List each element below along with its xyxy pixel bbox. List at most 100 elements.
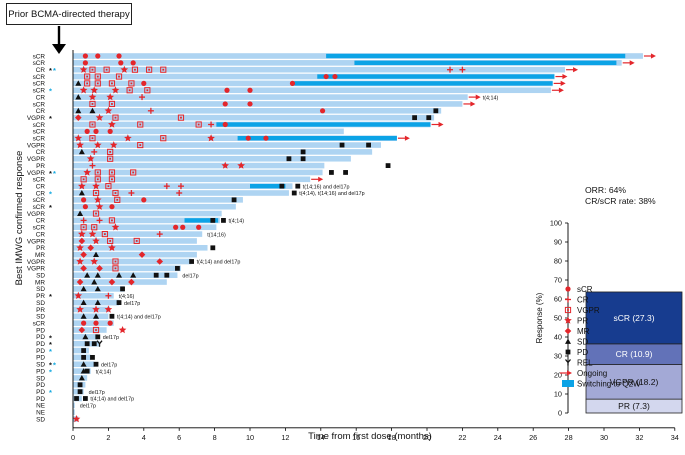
event-marker	[459, 66, 466, 73]
legend-label: Switching to Q2W	[577, 380, 641, 389]
event-marker	[91, 341, 97, 347]
event-marker	[93, 251, 100, 258]
event-marker	[138, 251, 146, 258]
bar-y-tick-label: 70	[554, 276, 562, 285]
treatment-bar	[73, 409, 75, 415]
patient-row: sCR *	[33, 202, 236, 212]
legend-item: Ongoing	[560, 369, 607, 378]
event-marker	[74, 291, 83, 299]
triangle-icon	[565, 338, 571, 344]
event-marker	[177, 183, 184, 190]
event-marker	[93, 361, 99, 367]
patient-row: VGPR	[27, 265, 181, 273]
bar-y-tick-label: 60	[554, 295, 562, 304]
event-marker	[222, 121, 228, 128]
patient-row: PD	[36, 326, 127, 334]
event-marker	[115, 73, 123, 80]
event-marker	[80, 217, 87, 224]
event-marker	[93, 313, 100, 319]
bcma-callout-box: Prior BCMA-directed therapy	[6, 3, 132, 25]
legend-item: MR	[564, 327, 590, 336]
response-label: sCR	[33, 101, 46, 108]
event-marker	[343, 170, 348, 175]
response-label: SD	[36, 273, 45, 280]
ongoing-arrow	[311, 176, 324, 182]
event-marker	[80, 285, 87, 292]
event-marker	[156, 258, 164, 265]
event-marker	[78, 326, 86, 334]
treatment-bar	[73, 313, 109, 320]
event-marker	[118, 326, 127, 334]
response-rate-summary: ORR: 64% CR/sCR rate: 38%	[585, 185, 656, 207]
x-tick-label: 34	[671, 433, 679, 442]
event-marker	[108, 217, 116, 224]
patient-row: VGPR	[27, 210, 222, 218]
response-label: CR	[36, 190, 46, 197]
patient-row: sCR	[33, 120, 444, 129]
treatment-bar	[73, 101, 463, 107]
patient-row: sCR	[33, 100, 476, 108]
event-marker	[207, 134, 215, 142]
event-marker	[92, 236, 100, 245]
legend-item: Switching to Q2W	[562, 380, 641, 389]
event-marker	[93, 320, 99, 326]
bcma-marker: *	[53, 361, 56, 370]
event-marker	[87, 244, 94, 252]
event-marker	[130, 169, 137, 176]
response-label: sCR	[33, 129, 46, 136]
event-marker	[108, 120, 116, 128]
event-marker	[76, 141, 84, 149]
event-marker	[105, 292, 112, 299]
cytogenetics-note: del17p	[89, 390, 105, 396]
stack-label: VGPR (18.2)	[610, 377, 659, 387]
patient-row: sCR	[33, 128, 344, 136]
response-label: sCR	[33, 177, 46, 184]
event-marker	[72, 415, 81, 423]
q2w-segment	[216, 122, 431, 127]
response-label: sCR	[33, 60, 46, 67]
event-marker	[95, 334, 101, 340]
event-marker	[426, 115, 432, 121]
event-marker	[329, 170, 334, 175]
event-marker	[89, 107, 96, 114]
x-tick-label: 20	[423, 433, 431, 442]
response-label: VGPR	[27, 115, 45, 122]
event-marker	[81, 197, 87, 203]
patient-row: sCR	[33, 53, 656, 60]
event-marker	[128, 80, 135, 87]
event-marker	[147, 107, 154, 114]
event-marker	[95, 202, 104, 210]
x-tick-label: 24	[494, 433, 502, 442]
event-marker	[433, 108, 439, 114]
event-marker	[176, 190, 183, 196]
patient-row: SD	[36, 374, 88, 382]
arrow-icon	[560, 370, 572, 376]
treatment-bar	[73, 94, 468, 100]
event-marker	[82, 204, 88, 210]
patient-row: del17p SD	[36, 272, 199, 280]
treatment-bar	[73, 217, 220, 224]
treatment-bar	[73, 203, 236, 210]
event-marker	[231, 197, 237, 203]
bar-y-tick-label: 100	[550, 219, 562, 228]
event-marker	[107, 128, 113, 134]
patient-row: sCR	[33, 73, 568, 81]
legend-label: VGPR	[577, 306, 600, 315]
x-tick-label: 14	[317, 433, 325, 442]
response-label: CR	[36, 218, 46, 225]
event-marker	[153, 272, 159, 278]
event-marker	[295, 183, 301, 189]
event-marker	[289, 80, 296, 86]
event-marker	[84, 128, 90, 134]
patient-row: sCR	[33, 195, 243, 204]
x-tick-label: 10	[246, 433, 254, 442]
event-marker	[291, 190, 297, 196]
patient-row: del17p PD *	[36, 333, 119, 342]
event-marker	[91, 148, 98, 155]
event-marker	[108, 243, 116, 251]
patient-row: PR	[36, 243, 216, 252]
event-marker	[81, 320, 87, 326]
event-marker	[412, 115, 418, 121]
response-label: PD	[36, 355, 45, 362]
response-label: SD	[36, 286, 45, 293]
